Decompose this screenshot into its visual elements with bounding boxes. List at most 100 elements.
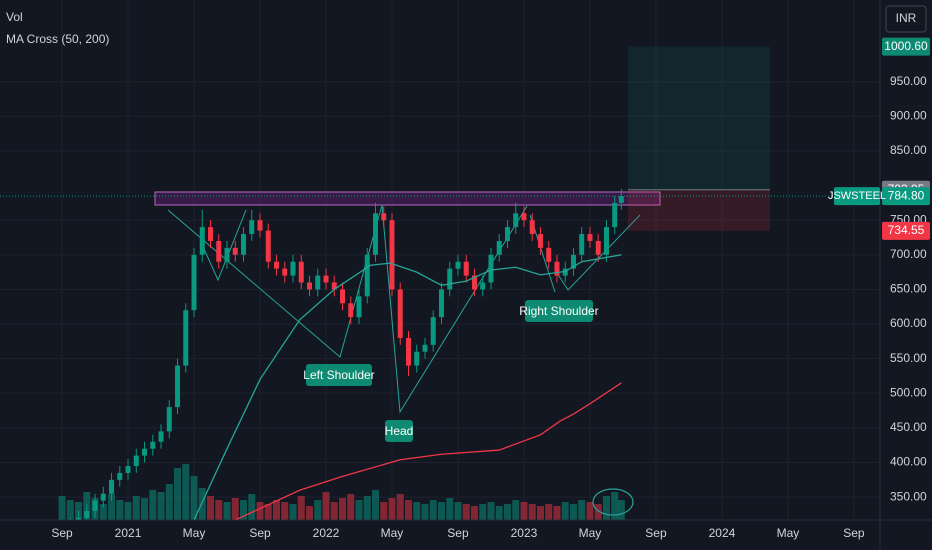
- candle-body: [587, 234, 593, 241]
- candle-body: [323, 275, 329, 283]
- candle-body: [356, 296, 362, 318]
- drawings: [0, 46, 880, 516]
- candle-body: [232, 247, 238, 255]
- volume-bar: [264, 504, 272, 520]
- candle-body: [521, 213, 527, 221]
- candle-body: [339, 289, 345, 304]
- volume-bar: [116, 500, 124, 520]
- volume-bar: [429, 500, 437, 520]
- candle-body: [109, 479, 115, 494]
- moving-average: [234, 382, 622, 520]
- candle-body: [389, 220, 395, 290]
- pattern-line: [554, 214, 641, 291]
- candle-body: [397, 289, 403, 338]
- volume-bar: [297, 496, 305, 520]
- candle-body: [133, 455, 139, 466]
- y-tick-label: 650.00: [890, 282, 927, 296]
- currency[interactable]: INR: [896, 11, 917, 25]
- symbol-label: JSWSTEEL: [828, 190, 886, 202]
- candle-body: [414, 351, 420, 366]
- candle-body: [618, 196, 624, 203]
- volume-bar: [231, 498, 239, 520]
- candle-body: [183, 310, 189, 366]
- volume-bar: [512, 500, 520, 520]
- annotation: Right Shoulder: [519, 304, 598, 318]
- x-tick-label: Sep: [843, 526, 865, 540]
- candle-body: [241, 234, 247, 255]
- legend-item[interactable]: MA Cross (50, 200): [6, 32, 109, 46]
- annotation-box: [306, 364, 372, 386]
- candle-body: [257, 220, 263, 231]
- target-zone: [628, 46, 770, 190]
- x-tick-label: May: [579, 526, 602, 540]
- volume-bar: [248, 494, 256, 520]
- volume-bar: [273, 500, 281, 520]
- candle-body: [274, 261, 280, 269]
- candle-body: [191, 254, 197, 311]
- volume-bar: [347, 494, 355, 520]
- candle-body: [463, 261, 469, 276]
- volume-bar: [470, 506, 478, 520]
- y-tick-label: 600.00: [890, 316, 927, 330]
- x-tick-label: 2021: [115, 526, 142, 540]
- candle-body: [471, 275, 477, 290]
- candle-body: [208, 227, 214, 241]
- y-tick-label: 700.00: [890, 247, 927, 261]
- y-tick-label: 400.00: [890, 455, 927, 469]
- currency-button[interactable]: [885, 5, 927, 33]
- candle-body: [265, 230, 271, 262]
- candle-body: [438, 289, 444, 318]
- volume-bar: [281, 502, 289, 520]
- volume-bar: [58, 496, 66, 520]
- volume-bar: [182, 464, 190, 520]
- candle-body: [562, 268, 568, 276]
- volume-bar: [617, 500, 625, 520]
- price-label: 1000.60: [884, 39, 928, 53]
- y-tick-label: 550.00: [890, 351, 927, 365]
- y-tick-label: 450.00: [890, 420, 927, 434]
- candle-body: [150, 441, 156, 449]
- volume-bar: [503, 504, 511, 520]
- candle-body: [554, 261, 560, 276]
- symbol-box: [834, 187, 880, 206]
- x-tick-label: Sep: [447, 526, 469, 540]
- volume-bar: [462, 504, 470, 520]
- x-tick-label: 2023: [511, 526, 538, 540]
- volume-bar: [165, 484, 173, 520]
- x-tick-label: Sep: [645, 526, 667, 540]
- candle-body: [447, 268, 453, 290]
- candle-body: [216, 240, 222, 262]
- volume-bar: [322, 492, 330, 520]
- annotation: Head: [385, 424, 414, 438]
- x-tick-label: Sep: [51, 526, 73, 540]
- volume-bar: [338, 498, 346, 520]
- volume-bar: [215, 500, 223, 520]
- volume-bar: [611, 492, 619, 520]
- candle-body: [331, 282, 337, 290]
- volume-bar: [578, 500, 586, 520]
- volume-bar: [174, 468, 182, 520]
- volume-bar: [396, 494, 404, 520]
- candle-body: [142, 448, 148, 456]
- volume-bar: [330, 502, 338, 520]
- volume-bar: [594, 504, 602, 520]
- y-tick-label: 950.00: [890, 74, 927, 88]
- candle-body: [364, 254, 370, 297]
- legend-item[interactable]: Vol: [6, 10, 23, 24]
- volume-bar: [536, 506, 544, 520]
- candle-body: [422, 344, 428, 352]
- candle-body: [513, 213, 519, 228]
- candle-body: [290, 261, 296, 276]
- volume-bar: [561, 502, 569, 520]
- y-tick-label: 850.00: [890, 143, 927, 157]
- volume-bar: [190, 476, 198, 520]
- volume-bar: [314, 500, 322, 520]
- volume-bar: [454, 502, 462, 520]
- candle-body: [175, 365, 181, 408]
- candle-body: [249, 220, 255, 235]
- volume-bar: [157, 492, 165, 520]
- candle-body: [158, 431, 164, 442]
- y-tick-label: 350.00: [890, 489, 927, 503]
- x-tick-label: May: [777, 526, 800, 540]
- volume-bar: [520, 502, 528, 520]
